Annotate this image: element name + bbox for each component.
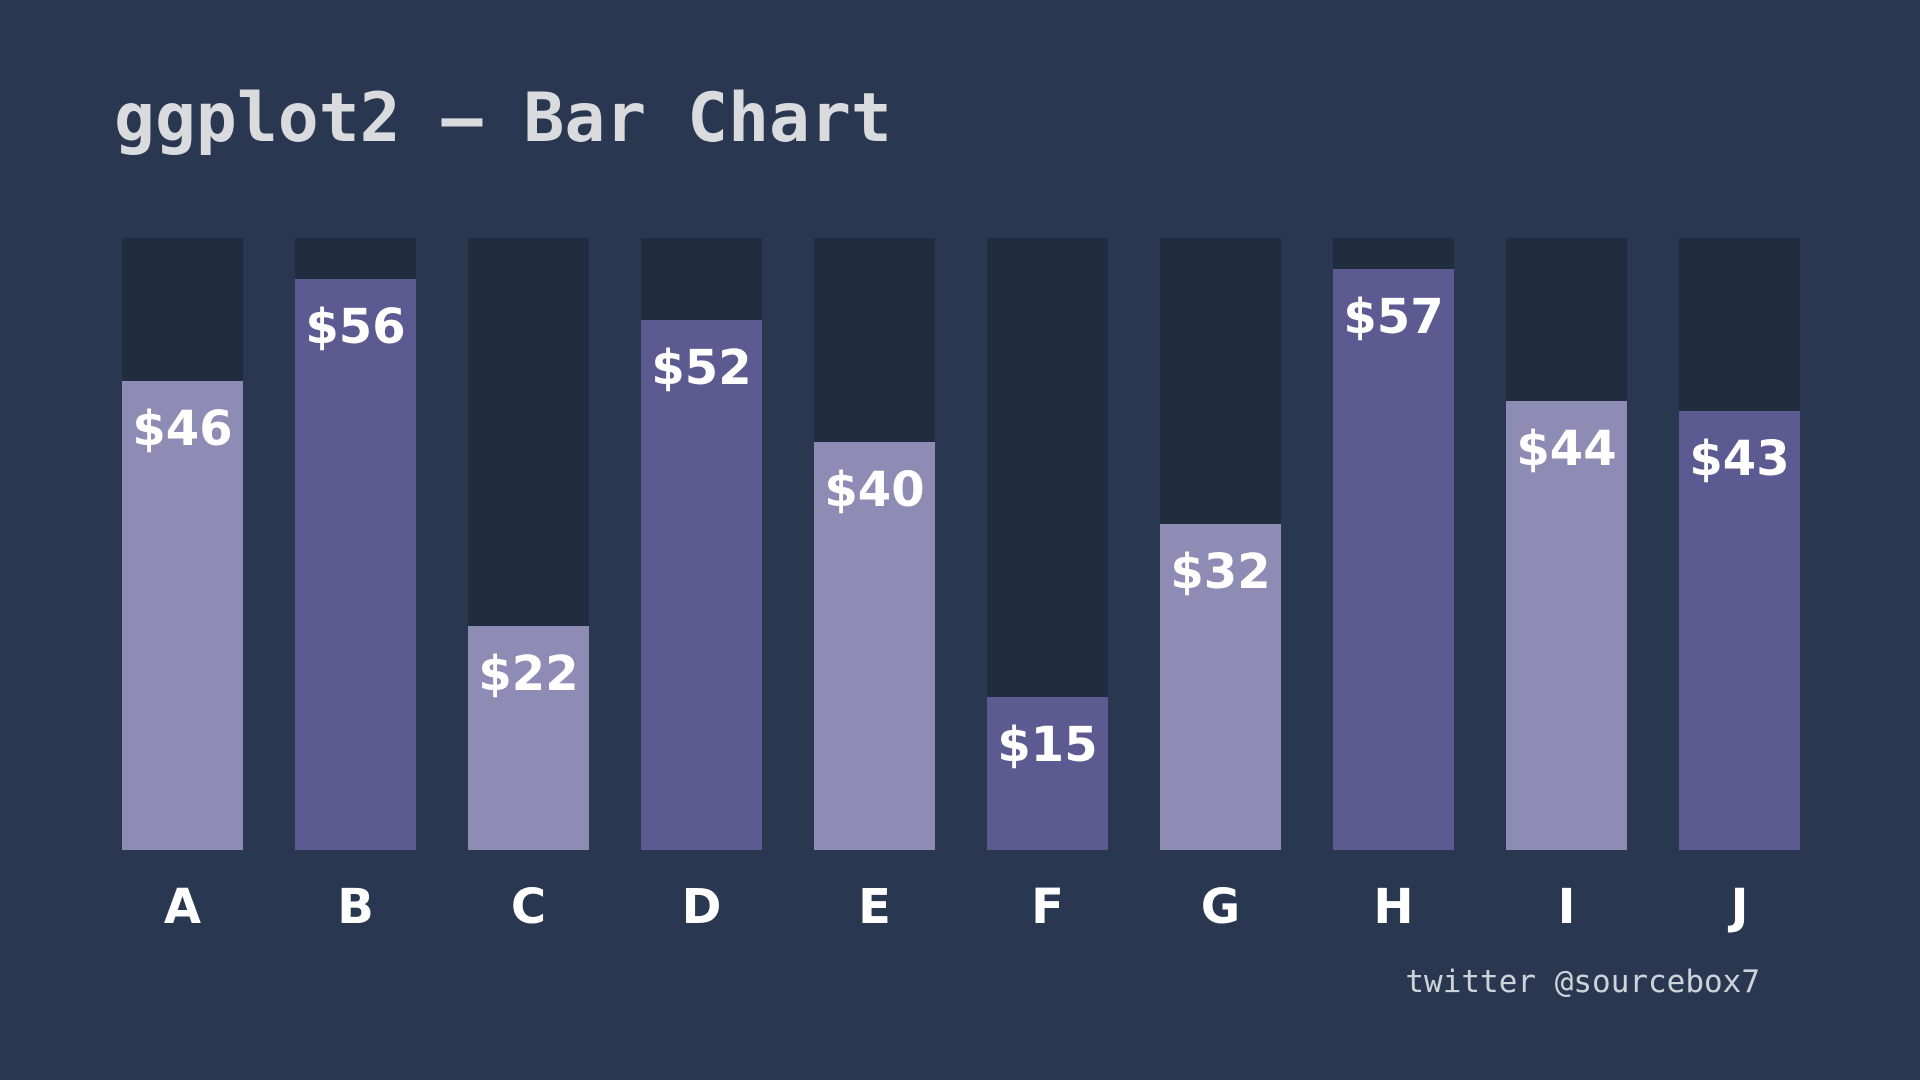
bar-value-label: $56 [305, 298, 406, 355]
bar-category-label: G [1200, 879, 1241, 935]
bar-value-label: $22 [478, 645, 579, 702]
bar-category-label: F [1031, 879, 1064, 935]
bar-track: $22 [468, 238, 589, 850]
bar: $43 [1679, 411, 1800, 850]
bar-chart: $46 A $56 B $22 C $52 D $40 E $15 F $32 G $57 H $44 I $43 J [122, 238, 1800, 938]
bar-column: $46 A [122, 238, 243, 938]
bar-column: $44 I [1506, 238, 1627, 938]
bar: $40 [814, 442, 935, 850]
bar-track: $46 [122, 238, 243, 850]
bar-category-label: B [337, 879, 374, 935]
bar: $44 [1506, 401, 1627, 850]
bar-category-label: H [1373, 879, 1414, 935]
credit-text: twitter @sourcebox7 [1405, 964, 1760, 1000]
bar-track: $57 [1333, 238, 1454, 850]
bar-value-label: $46 [132, 400, 233, 457]
bar-category-label: I [1557, 879, 1576, 935]
bar-track: $32 [1160, 238, 1281, 850]
bar-column: $56 B [295, 238, 416, 938]
bar-column: $15 F [987, 238, 1108, 938]
bar-column: $22 C [468, 238, 589, 938]
bar-value-label: $40 [824, 462, 925, 518]
bar-value-label: $52 [651, 339, 752, 396]
bar-track: $15 [987, 238, 1108, 850]
bar-value-label: $43 [1689, 431, 1790, 488]
bar-category-label: A [163, 879, 202, 935]
bar-value-label: $15 [997, 717, 1098, 773]
bar-column: $43 J [1679, 238, 1800, 938]
bar-column: $40 E [814, 238, 935, 938]
bar-category-label: E [858, 879, 891, 935]
bar-track: $56 [295, 238, 416, 850]
bar-track: $52 [641, 238, 762, 850]
bar-track: $40 [814, 238, 935, 850]
bar-track: $43 [1679, 238, 1800, 850]
bar-value-label: $57 [1343, 288, 1444, 345]
bar-category-label: J [1730, 879, 1749, 935]
bar-category-label: C [510, 879, 547, 935]
bar-value-label: $44 [1516, 421, 1617, 478]
bar: $15 [987, 697, 1108, 850]
bar-category-label: D [681, 879, 722, 935]
bar-track: $44 [1506, 238, 1627, 850]
bar-value-label: $32 [1170, 543, 1271, 600]
bar: $32 [1160, 523, 1281, 850]
bar-column: $52 D [641, 238, 762, 938]
bar: $22 [468, 625, 589, 850]
bar: $57 [1333, 268, 1454, 850]
bar: $46 [122, 380, 243, 850]
bar-column: $57 H [1333, 238, 1454, 938]
chart-title: ggplot2 — Bar Chart [114, 79, 892, 158]
bar-column: $32 G [1160, 238, 1281, 938]
bar: $56 [295, 278, 416, 850]
bar: $52 [641, 319, 762, 850]
